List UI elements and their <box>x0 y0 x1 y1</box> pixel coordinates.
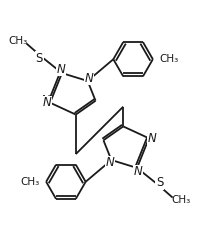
Text: CH₃: CH₃ <box>160 54 179 64</box>
Text: S: S <box>156 176 163 189</box>
Text: N: N <box>42 94 51 107</box>
Text: S: S <box>36 52 43 65</box>
Text: CH₃: CH₃ <box>9 36 28 47</box>
Text: S: S <box>36 52 43 65</box>
Text: N: N <box>134 165 142 178</box>
Text: N: N <box>56 63 64 76</box>
Text: N: N <box>105 156 114 169</box>
Text: N: N <box>147 132 156 145</box>
Text: N: N <box>106 156 115 169</box>
Text: N: N <box>84 72 93 85</box>
Text: N: N <box>57 63 65 76</box>
Text: CH₃: CH₃ <box>20 177 39 187</box>
Text: S: S <box>156 176 163 189</box>
Text: CH₃: CH₃ <box>171 194 190 205</box>
Text: N: N <box>43 96 52 109</box>
Text: N: N <box>148 134 157 147</box>
Text: N: N <box>135 165 143 178</box>
Text: N: N <box>85 72 94 85</box>
